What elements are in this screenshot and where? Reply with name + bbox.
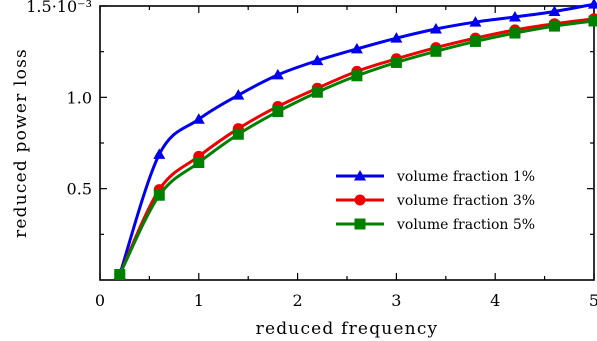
data-point xyxy=(272,106,284,118)
data-point xyxy=(192,113,205,124)
x-axis-label: reduced frequency xyxy=(256,319,439,339)
series-1 xyxy=(113,0,597,280)
legend-entry: volume fraction 1% xyxy=(396,169,535,185)
data-point xyxy=(469,35,481,47)
x-tick-label: 4 xyxy=(490,291,500,310)
series-group xyxy=(113,0,597,281)
plot-frame xyxy=(99,5,595,281)
ticks xyxy=(99,5,595,280)
x-tick-label: 3 xyxy=(391,291,401,310)
data-point xyxy=(429,23,442,34)
x-tick-label: 1 xyxy=(194,291,204,310)
data-point xyxy=(588,0,597,9)
data-point xyxy=(390,56,402,68)
data-point xyxy=(509,27,521,39)
legend: volume fraction 1% volume fraction 3% volu… xyxy=(336,169,535,233)
data-point xyxy=(548,20,560,32)
legend-marker xyxy=(354,218,366,230)
data-point xyxy=(430,45,442,57)
data-point xyxy=(232,128,244,140)
y-tick-label: 0.5 xyxy=(67,180,92,199)
legend-marker xyxy=(354,194,366,206)
legend-entry: volume fraction 3% xyxy=(396,193,535,209)
data-point xyxy=(153,148,166,159)
legend-marker xyxy=(354,170,366,181)
x-tick-label: 2 xyxy=(293,291,303,310)
data-point xyxy=(508,10,521,22)
tick-labels: 0 1 2 3 4 5 0.5 1.0 1.5·10⁻³ xyxy=(26,0,597,310)
data-point xyxy=(311,86,323,98)
series-line xyxy=(118,17,595,276)
data-point xyxy=(469,16,482,27)
data-point xyxy=(232,89,245,100)
x-tick-label: 0 xyxy=(95,291,105,310)
data-point xyxy=(390,32,403,43)
data-point xyxy=(351,70,363,82)
data-point xyxy=(271,68,284,80)
y-tick-label: 1.5·10⁻³ xyxy=(26,0,92,16)
data-point xyxy=(588,15,597,27)
data-point xyxy=(548,5,561,16)
x-tick-label: 5 xyxy=(589,291,597,310)
data-point xyxy=(114,269,126,281)
y-axis-label: reduced power loss xyxy=(11,48,31,238)
series-3 xyxy=(114,15,597,281)
y-tick-label: 1.0 xyxy=(67,88,92,107)
legend-entry: volume fraction 5% xyxy=(396,217,535,233)
series-line xyxy=(118,19,595,276)
data-point xyxy=(193,157,205,169)
data-point xyxy=(350,42,363,54)
data-point xyxy=(153,189,165,201)
data-point xyxy=(311,54,324,66)
